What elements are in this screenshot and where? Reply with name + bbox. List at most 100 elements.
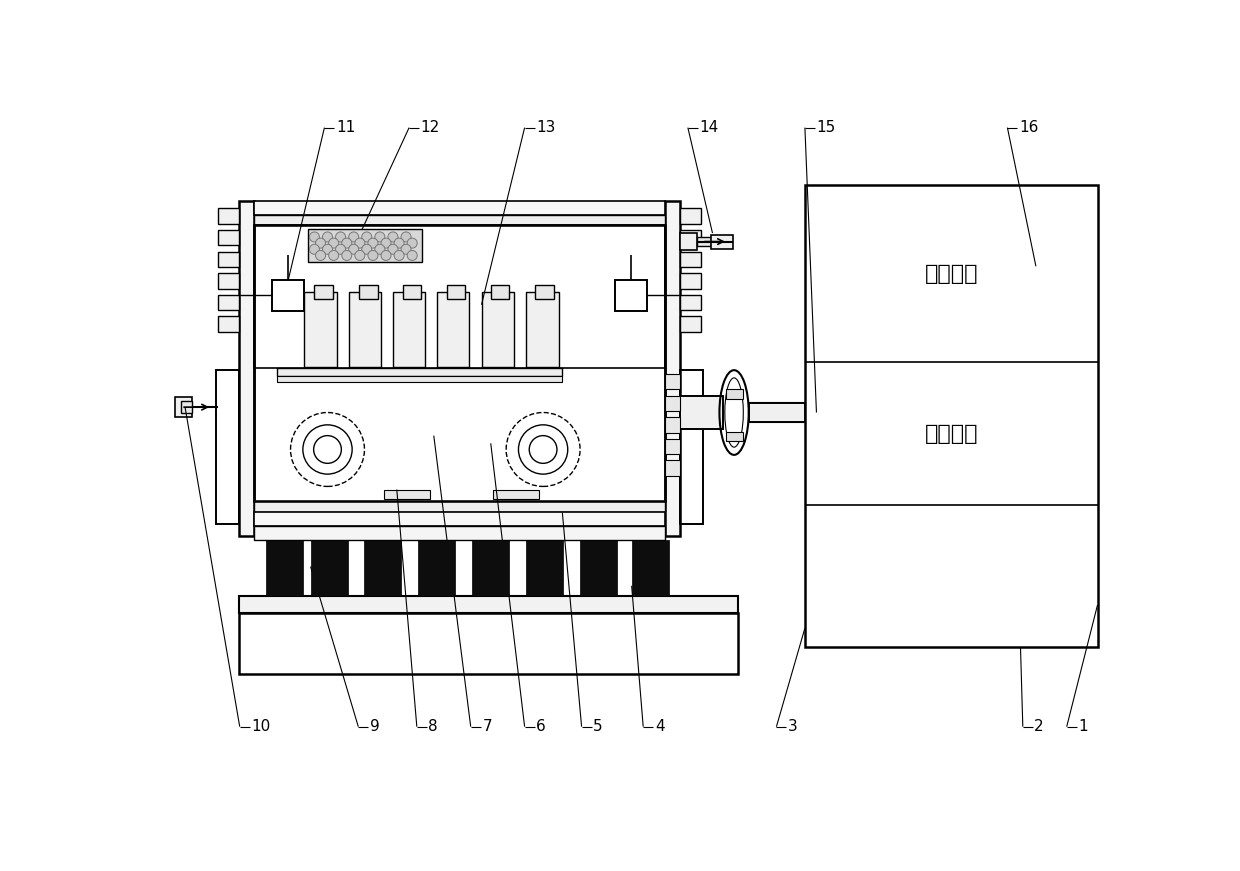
Circle shape: [394, 251, 404, 260]
Bar: [254, 214, 665, 226]
Text: 9: 9: [370, 719, 379, 734]
Text: 2: 2: [1034, 719, 1044, 734]
Circle shape: [348, 232, 358, 242]
Text: 8: 8: [428, 719, 438, 734]
Bar: [665, 460, 681, 476]
Bar: [310, 539, 347, 596]
Bar: [360, 286, 377, 300]
Bar: [681, 233, 697, 250]
Bar: [254, 501, 665, 512]
Bar: [805, 186, 1097, 647]
Bar: [725, 432, 743, 441]
Bar: [315, 286, 332, 300]
Bar: [181, 401, 192, 414]
Bar: [536, 286, 554, 300]
Text: 15: 15: [816, 120, 836, 135]
Bar: [218, 316, 239, 332]
Bar: [254, 512, 665, 526]
Bar: [254, 526, 665, 539]
Bar: [631, 539, 668, 596]
Bar: [218, 208, 239, 224]
Bar: [481, 292, 513, 367]
Circle shape: [336, 232, 346, 242]
Circle shape: [315, 238, 326, 248]
Bar: [218, 252, 239, 267]
Circle shape: [355, 251, 365, 260]
Bar: [218, 294, 239, 310]
Bar: [254, 226, 665, 368]
Bar: [218, 273, 239, 288]
Circle shape: [329, 238, 339, 248]
Bar: [239, 201, 254, 536]
Bar: [265, 539, 303, 596]
Circle shape: [322, 232, 332, 242]
Text: 10: 10: [252, 719, 270, 734]
Bar: [665, 201, 681, 536]
Circle shape: [368, 238, 378, 248]
Text: 5: 5: [593, 719, 603, 734]
Text: 电控系统: 电控系统: [925, 264, 978, 284]
Circle shape: [388, 232, 398, 242]
Bar: [681, 395, 723, 429]
Circle shape: [342, 238, 352, 248]
Bar: [681, 252, 701, 267]
Text: 7: 7: [482, 719, 492, 734]
Circle shape: [310, 244, 320, 254]
Text: 4: 4: [655, 719, 665, 734]
Text: 12: 12: [420, 120, 440, 135]
Bar: [403, 286, 422, 300]
Bar: [446, 286, 465, 300]
Circle shape: [374, 232, 384, 242]
Circle shape: [381, 251, 391, 260]
Circle shape: [336, 244, 346, 254]
Text: 6: 6: [536, 719, 546, 734]
Bar: [216, 370, 239, 524]
Bar: [681, 370, 703, 524]
Bar: [580, 539, 618, 596]
Bar: [239, 596, 738, 612]
Bar: [365, 539, 402, 596]
Circle shape: [362, 232, 372, 242]
Circle shape: [310, 232, 320, 242]
Bar: [239, 612, 738, 674]
Circle shape: [315, 251, 326, 260]
Circle shape: [407, 251, 417, 260]
Text: 14: 14: [699, 120, 719, 135]
Text: 16: 16: [1019, 120, 1038, 135]
Bar: [278, 368, 563, 375]
Bar: [491, 286, 510, 300]
Bar: [681, 316, 701, 332]
Circle shape: [401, 232, 410, 242]
Bar: [681, 208, 701, 224]
Bar: [254, 201, 665, 214]
Bar: [665, 374, 681, 389]
Bar: [472, 539, 510, 596]
Bar: [749, 403, 805, 422]
Bar: [309, 229, 422, 261]
Text: 3: 3: [787, 719, 797, 734]
Bar: [526, 539, 563, 596]
Circle shape: [394, 238, 404, 248]
Bar: [681, 294, 701, 310]
Circle shape: [368, 251, 378, 260]
Bar: [697, 237, 711, 246]
Circle shape: [407, 238, 417, 248]
Circle shape: [388, 244, 398, 254]
Bar: [711, 234, 733, 248]
Bar: [665, 439, 681, 454]
Circle shape: [401, 244, 410, 254]
Circle shape: [342, 251, 352, 260]
Bar: [494, 490, 539, 499]
Bar: [665, 395, 681, 411]
Text: 11: 11: [336, 120, 355, 135]
Bar: [418, 539, 455, 596]
Text: 1: 1: [1079, 719, 1087, 734]
Bar: [665, 417, 681, 433]
Circle shape: [374, 244, 384, 254]
Bar: [278, 375, 563, 381]
Circle shape: [381, 238, 391, 248]
Bar: [216, 201, 254, 536]
Bar: [615, 280, 647, 311]
Bar: [436, 292, 469, 367]
Bar: [681, 273, 701, 288]
